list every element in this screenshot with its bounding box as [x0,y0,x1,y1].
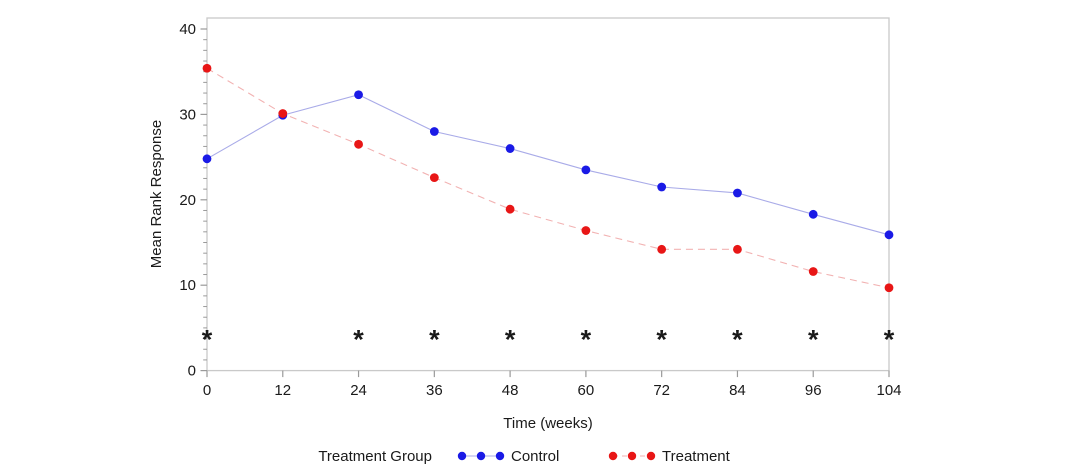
y-tick-label: 10 [179,277,196,294]
series-line-control [206,94,890,236]
legend-label-control: Control [511,448,559,465]
data-point-treatment [354,139,363,149]
chart-generated-content: 0 10 20 30 40 0 12 24 36 48 60 72 84 96 104 * * * * * * * * * [179,17,902,461]
significance-asterisk: * [732,324,743,354]
significance-asterisk: * [884,324,895,354]
x-tick-label: 72 [653,382,670,399]
legend-marker-control [495,451,505,461]
data-point-control [429,127,439,136]
data-point-control [505,144,515,153]
data-point-control [733,188,742,198]
significance-asterisk: * [353,324,364,354]
x-tick-label: 36 [426,382,443,399]
legend-marker-treatment [608,451,618,461]
data-point-control [581,165,591,175]
data-point-treatment [429,173,439,182]
y-tick-label: 0 [188,363,196,380]
data-point-control [657,182,667,192]
x-tick-label: 48 [502,382,519,399]
legend-marker-treatment [627,451,637,461]
x-tick-label: 24 [350,382,367,399]
legend-label-treatment: Treatment [662,448,731,465]
legend-title: Treatment Group [318,448,432,465]
x-tick-label: 84 [729,382,746,399]
y-tick-label: 40 [179,21,196,38]
significance-asterisk: * [505,324,516,354]
series-line-treatment [206,67,890,289]
data-point-control [808,209,818,219]
y-tick-label: 30 [179,106,196,123]
legend-marker-treatment [646,451,656,461]
data-point-treatment [733,244,742,254]
data-point-treatment [808,267,818,276]
significance-asterisk: * [581,324,592,354]
y-axis-title: Mean Rank Response [148,120,165,268]
data-point-control [884,230,894,240]
data-point-control [202,154,212,164]
x-tick-label: 0 [203,382,211,399]
data-point-treatment [505,204,515,214]
x-axis-title: Time (weeks) [503,415,592,432]
plot-frame [206,17,890,372]
y-tick-label: 20 [179,192,196,209]
significance-asterisk: * [429,324,440,354]
data-point-control [354,90,363,100]
significance-asterisk: * [202,324,213,354]
x-tick-label: 12 [274,382,291,399]
legend-marker-control [476,451,486,461]
data-point-treatment [657,244,667,254]
x-tick-label: 96 [805,382,822,399]
data-point-treatment [581,226,591,235]
legend-marker-control [457,451,467,461]
data-point-treatment [884,283,894,293]
data-point-treatment [278,109,288,118]
x-tick-label: 60 [578,382,595,399]
x-tick-label: 104 [876,382,901,399]
significance-asterisk: * [656,324,667,354]
data-point-treatment [202,63,212,73]
significance-asterisk: * [808,324,819,354]
